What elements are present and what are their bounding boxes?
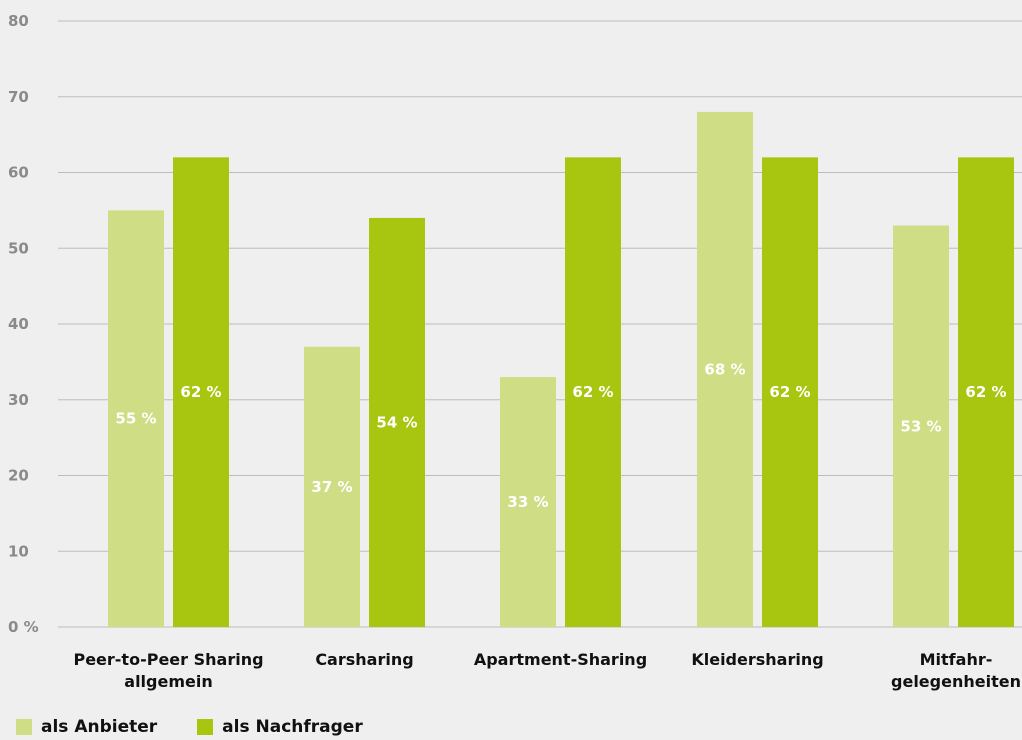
legend: als Anbieter als Nachfrager [16,716,363,738]
legend-label-nachfrager: als Nachfrager [222,717,363,737]
y-tick-label: 10 [8,542,29,560]
y-tick-label: 40 [8,315,29,333]
bar-value-label: 37 % [311,478,352,496]
bar-value-label: 53 % [900,417,941,435]
category-label: Mitfahr- [920,650,993,669]
legend-label-anbieter: als Anbieter [41,717,158,737]
bar-value-label: 68 % [704,360,745,378]
legend-item-nachfrager: als Nachfrager [197,717,363,737]
bar-value-label: 55 % [115,410,156,428]
y-tick-label: 70 [8,88,29,106]
bar-anbieter [500,377,556,627]
category-label: Peer-to-Peer Sharing [73,650,263,669]
legend-swatch-anbieter [16,719,32,735]
bar-nachfrager [173,157,229,627]
bar-nachfrager [958,157,1014,627]
bar-value-label: 62 % [572,383,613,401]
legend-swatch-nachfrager [197,719,214,735]
bar-value-label: 62 % [965,383,1006,401]
bar-nachfrager [762,157,818,627]
y-tick-label: 80 [8,12,29,30]
category-label: allgemein [124,672,212,691]
y-tick-label: 50 [8,239,29,257]
bar-value-label: 62 % [769,383,810,401]
y-tick-label: 30 [8,391,29,409]
category-label: Carsharing [315,650,413,669]
category-label: Apartment-Sharing [474,650,647,669]
y-tick-label: 20 [8,467,29,485]
y-tick-label: 60 [8,164,29,182]
bar-anbieter [893,225,949,627]
bar-nachfrager [369,217,425,627]
bar-anbieter [697,111,753,627]
category-label: gelegenheiten [891,672,1021,691]
legend-item-anbieter: als Anbieter [16,717,157,737]
bar-value-label: 54 % [376,413,417,431]
category-label: Kleidersharing [691,650,823,669]
bar-value-label: 33 % [507,493,548,511]
bar-nachfrager [565,157,621,627]
y-tick-label: 0 % [8,618,39,636]
bar-value-label: 62 % [180,383,221,401]
bar-anbieter [108,210,164,627]
bar-anbieter [304,346,360,627]
